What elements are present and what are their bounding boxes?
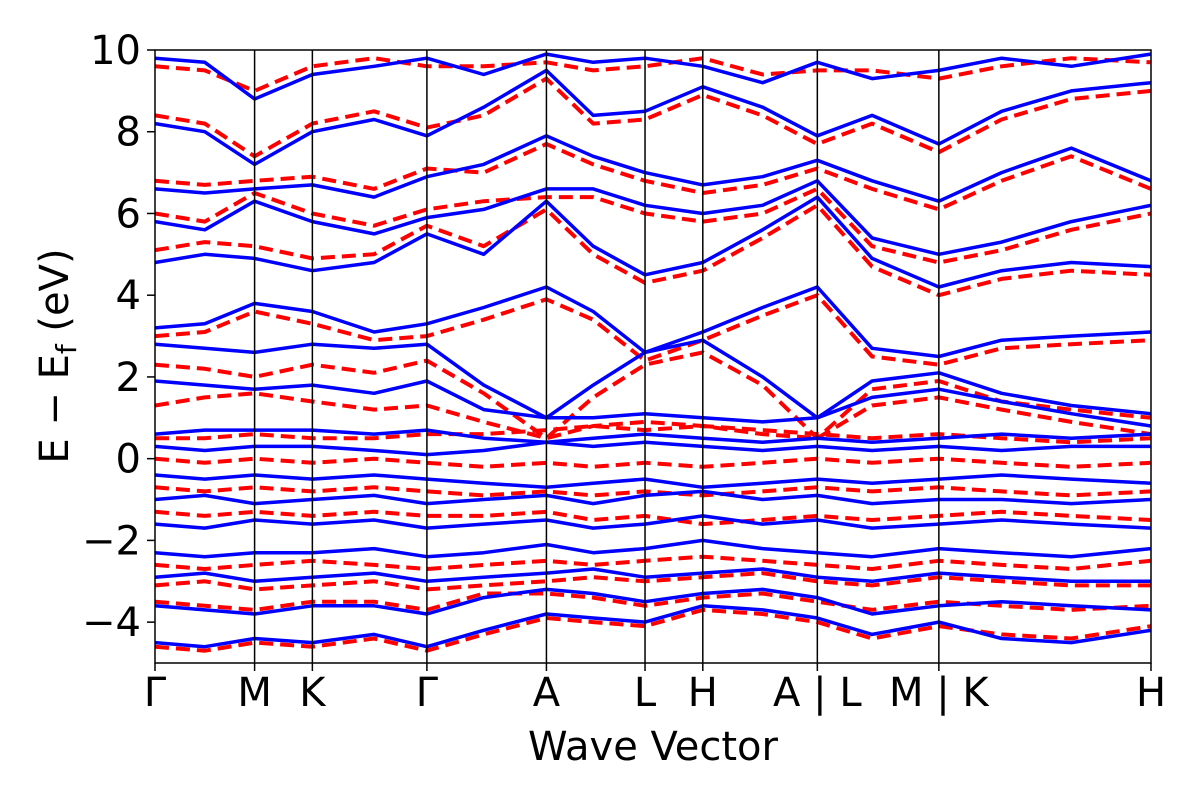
red-dashed-band-10	[155, 350, 1151, 441]
blue-solid-band-14	[155, 179, 1151, 257]
x-tick-label: H	[688, 670, 718, 716]
red-dashed-band-9	[155, 391, 1151, 441]
plot-frame	[154, 49, 1152, 664]
high-symmetry-lines	[253, 50, 940, 663]
y-axis-label-sub: f	[50, 343, 83, 354]
y-axis-label: E − Ef (eV)	[32, 248, 83, 463]
red-dashed-band-15	[155, 76, 1151, 159]
blue-solid-band-16	[155, 68, 1151, 167]
red-dashed-band-2	[155, 591, 1151, 612]
red-dashed-band-4	[155, 554, 1151, 571]
y-tick-label: −2	[82, 518, 141, 564]
blue-solid-band-10	[155, 379, 1151, 428]
red-dashed-band-1	[155, 607, 1151, 653]
blue-solid-band-13	[155, 195, 1151, 289]
plot-area	[155, 52, 1151, 653]
x-tick-label: H	[1136, 670, 1166, 716]
red-dashed-band-12	[155, 203, 1151, 298]
red-dashed-band-8	[155, 424, 1151, 445]
x-tick-label: M	[237, 670, 272, 716]
x-tick-label: M | K	[889, 670, 990, 716]
y-axis-label-space	[32, 332, 78, 345]
y-tick-label: 6	[116, 191, 141, 237]
blue-solid-band-8	[155, 440, 1151, 457]
blue-solid-band-7	[155, 473, 1151, 490]
red-dashed-band-11	[155, 293, 1151, 367]
red-dashed-band-13	[155, 186, 1151, 265]
red-dashed-band-7	[155, 456, 1151, 469]
blue-solid-band-1	[155, 604, 1151, 649]
x-tick-label: A | L	[773, 670, 862, 716]
series-dashed-red	[155, 56, 1151, 653]
y-axis-ticks: −4 −2 0 2 4 6 8 10	[82, 28, 155, 646]
y-tick-label: 4	[116, 273, 141, 319]
blue-solid-band-15	[155, 134, 1151, 203]
red-dashed-band-14	[155, 142, 1151, 212]
blue-solid-band-5	[155, 514, 1151, 530]
x-tick-label: Γ	[416, 670, 439, 716]
y-axis-label-unit: (eV)	[32, 248, 78, 331]
red-dashed-band-3	[155, 571, 1151, 592]
red-dashed-band-16	[155, 56, 1151, 93]
x-tick-label: L	[634, 670, 657, 716]
blue-solid-band-12	[155, 285, 1151, 359]
y-tick-label: 8	[116, 110, 141, 156]
x-tick-label: K	[299, 670, 327, 716]
red-dashed-band-6	[155, 485, 1151, 498]
x-tick-label: Γ	[144, 670, 167, 716]
blue-solid-band-17	[155, 52, 1151, 101]
series-solid-blue	[155, 52, 1151, 649]
y-tick-label: 10	[90, 28, 141, 74]
blue-solid-band-3	[155, 567, 1151, 584]
y-tick-label: 0	[116, 437, 141, 483]
blue-solid-band-4	[155, 538, 1151, 559]
blue-solid-band-6	[155, 489, 1151, 506]
red-dashed-band-5	[155, 509, 1151, 527]
x-tick-label: A	[533, 670, 561, 716]
blue-solid-band-2	[155, 587, 1151, 616]
blue-solid-band-9	[155, 428, 1151, 445]
y-tick-label: 2	[116, 355, 141, 401]
y-tick-label: −4	[82, 600, 141, 646]
y-axis-label-main: E − E	[32, 354, 78, 464]
x-axis-label: Wave Vector	[528, 724, 779, 770]
blue-solid-band-11	[155, 338, 1151, 420]
